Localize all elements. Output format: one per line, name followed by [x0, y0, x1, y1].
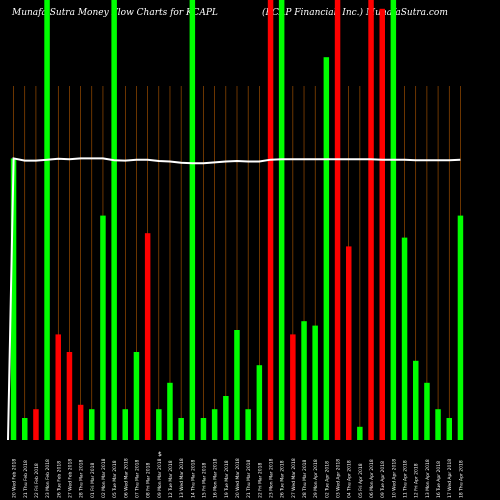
- x-tick-label: 26 Tue Feb 2018: [56, 461, 62, 498]
- x-tick-label: 22 Fri Feb 2018: [34, 463, 40, 498]
- bar: [22, 418, 28, 440]
- x-tick-label: 20 Wed Feb 2018: [12, 459, 18, 498]
- x-tick-label: 03 Wed Apr 2018: [336, 459, 342, 498]
- x-tick-label: 16 Tue Apr 2018: [436, 461, 442, 498]
- x-tick-label: 02 Tue Apr 2018: [324, 461, 330, 498]
- bar: [122, 409, 128, 440]
- x-tick-label: 07 Thu Mar 2018: [135, 459, 141, 498]
- bar: [390, 0, 397, 440]
- bar: [44, 0, 50, 440]
- x-tick-label: 12 Fri Apr 2018: [414, 463, 420, 498]
- bar: [256, 365, 263, 440]
- bar: [77, 404, 84, 440]
- x-tick-label: 05 Tue Mar 2018: [112, 460, 118, 498]
- x-tick-label: 28 Thu Mar 2018: [79, 459, 85, 498]
- x-tick-label: 27 Wed Mar 2018: [291, 458, 297, 498]
- x-tick-label: 23 Mon Mar 2018: [269, 458, 275, 498]
- x-tick-label: 23 Mon Feb 2018: [45, 459, 51, 498]
- bar: [144, 233, 151, 440]
- bar: [446, 418, 452, 440]
- x-tick-label: 16 Mon Mar 2018: [213, 458, 219, 498]
- bar: [379, 8, 385, 441]
- bar: [346, 246, 352, 440]
- bar: [156, 409, 162, 440]
- x-tick-label: 08 Fri Mar 2018: [146, 463, 152, 498]
- x-tick-label: 10 Wed Apr 2018: [391, 459, 397, 498]
- bar: [435, 409, 441, 440]
- bar: [55, 334, 61, 440]
- x-tick-label: 29 Mon Apr 2018: [313, 459, 319, 498]
- bar: [245, 409, 251, 440]
- x-tick-label: 13 Wed Mar 2018: [179, 458, 185, 498]
- bar: [301, 321, 307, 440]
- x-tick-label: 18 Thu Apr 2018: [458, 460, 464, 498]
- bar: [290, 334, 296, 440]
- x-tick-label: 28 Thu Mar 2018: [302, 459, 308, 498]
- x-tick-label: 01 Fri Mar 2018: [90, 463, 96, 498]
- x-tick-label: 14 Thu Mar 2018: [190, 459, 196, 498]
- bar: [312, 325, 318, 440]
- bar: [278, 0, 285, 440]
- bar: [267, 0, 274, 440]
- bar: [323, 57, 330, 440]
- x-tick-label: 21 Thu Mar 2018: [246, 459, 252, 498]
- bar: [401, 237, 408, 440]
- bar: [10, 158, 17, 440]
- bar: [66, 352, 73, 440]
- x-tick-label: 09 Tue Apr 2018: [380, 461, 386, 498]
- x-tick-label: 27 Wed Feb 2018: [67, 459, 73, 498]
- bar: [457, 215, 464, 440]
- x-tick-label: 06 Wed Mar 2018: [123, 458, 129, 498]
- bar: [334, 0, 341, 440]
- bar: [133, 352, 140, 440]
- x-tick-label: 05 Fri Apr 2018: [358, 463, 364, 498]
- series-line: [7, 157, 461, 441]
- bar: [111, 0, 117, 440]
- chart-subtitle: (KCAP Financial, Inc.) MunafaSutra.com: [262, 8, 448, 18]
- bar: [413, 360, 419, 440]
- bar: [234, 330, 240, 440]
- center-mark: $: [158, 451, 162, 458]
- bar: [357, 426, 363, 440]
- bar: [89, 409, 95, 440]
- x-tick-label: 19 Tue Mar 2018: [224, 460, 230, 498]
- x-tick-label: 11 Thu Apr 2018: [403, 460, 409, 498]
- bar: [200, 418, 207, 440]
- x-tick-label: 09 Mon Mar 2018: [157, 458, 163, 498]
- bar: [189, 0, 196, 440]
- x-tick-label: 22 Fri Mar 2018: [257, 463, 263, 498]
- x-tick-label: 20 Wed Mar 2018: [235, 458, 241, 498]
- bar: [424, 382, 430, 440]
- bar: [167, 382, 173, 440]
- bar: [368, 0, 374, 440]
- x-tick-label: 15 Fri Mar 2018: [202, 463, 208, 498]
- x-tick-label: 26 Tue Mar 2018: [280, 460, 286, 498]
- x-tick-label: 21 Thu Feb 2018: [23, 460, 29, 498]
- bar: [211, 409, 218, 440]
- x-tick-label: 12 Tue Mar 2018: [168, 460, 174, 498]
- bar: [178, 418, 184, 440]
- x-tick-label: 06 Mon Apr 2018: [369, 459, 375, 498]
- x-tick-label: 04 Thu Apr 2018: [347, 460, 353, 498]
- bar: [33, 409, 39, 440]
- bar: [223, 396, 229, 440]
- bar: [100, 215, 106, 440]
- x-tick-label: 13 Mon Apr 2018: [425, 459, 431, 498]
- x-tick-label: 17 Wed Apr 2018: [447, 459, 453, 498]
- x-tick-label: 02 Mon Mar 2018: [101, 458, 107, 498]
